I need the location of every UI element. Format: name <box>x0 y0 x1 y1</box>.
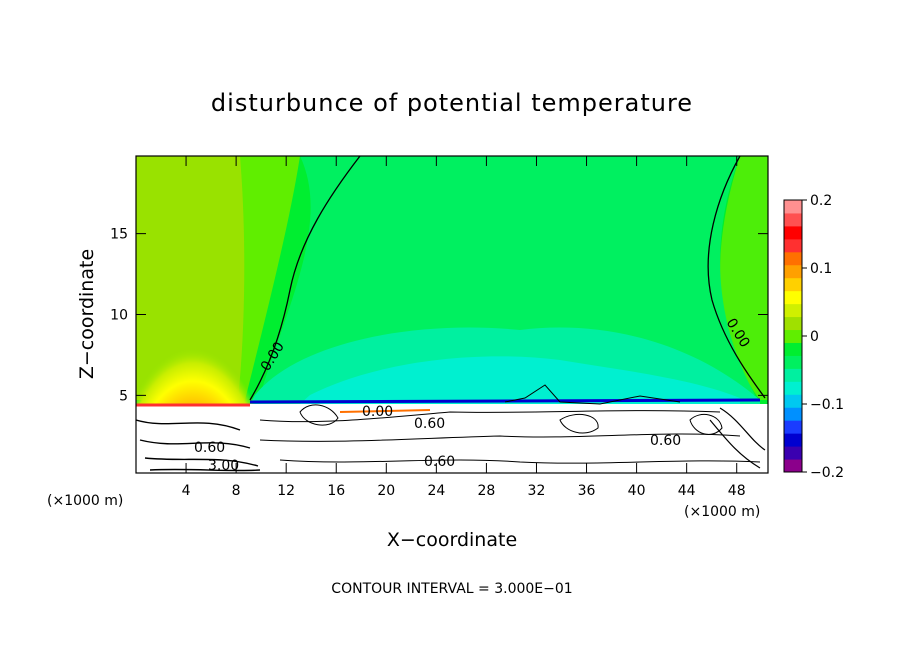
contour-right-cluster <box>709 407 766 469</box>
colorbar-swatch <box>784 459 802 473</box>
contour-zero-right <box>707 156 766 399</box>
colorbar-swatch <box>784 394 802 408</box>
colorbar-swatch <box>784 433 802 447</box>
contour-center-cells <box>299 404 723 435</box>
inversion-orange-line <box>339 409 431 413</box>
colorbar-swatch <box>784 264 802 279</box>
colorbar-swatch <box>784 329 802 343</box>
colorbar-swatch <box>784 381 802 395</box>
contour-label: 0.60 <box>194 440 225 456</box>
colorbar-swatch <box>784 342 802 356</box>
contour-zero-left <box>249 156 361 401</box>
colorbar-swatch <box>784 316 802 331</box>
colorbar-swatch <box>784 238 802 253</box>
colorbar <box>784 200 802 473</box>
peak-outline <box>504 384 681 405</box>
contour-lines <box>136 156 766 472</box>
plot-area: 0.00 0.00 0.00 0.60 0.60 0.60 3.00 0.60 <box>136 156 768 474</box>
colorbar-tick-label: −0.1 <box>810 397 844 413</box>
x-tick-label: 24 <box>427 483 445 499</box>
x-unit-label: (×1000 m) <box>684 504 760 520</box>
colorbar-swatch <box>784 303 802 318</box>
y-ticks: 5 10 15 <box>110 227 768 404</box>
y-tick-label: 15 <box>110 227 128 243</box>
contour-0.6-c <box>279 459 761 464</box>
colorbar-swatch <box>784 251 802 266</box>
x-tick-label: 32 <box>528 483 546 499</box>
colorbar-swatch <box>784 212 802 227</box>
colorbar-swatch <box>784 407 802 421</box>
inversion-blue-line <box>249 398 761 404</box>
z-unit-label: (×1000 m) <box>47 493 123 509</box>
colorbar-tick-label: 0.1 <box>810 261 832 277</box>
contour-interval-note: CONTOUR INTERVAL = 3.000E−01 <box>331 581 572 597</box>
colorbar-swatch <box>784 368 802 382</box>
colorbar-tick-label: 0 <box>810 329 819 345</box>
x-tick-label: 40 <box>628 483 646 499</box>
warm-anomaly <box>136 253 263 473</box>
x-tick-label: 20 <box>377 483 395 499</box>
chart-title: disturbunce of potential temperature <box>211 89 693 117</box>
x-tick-label: 36 <box>578 483 596 499</box>
contour-label: 0.00 <box>362 404 393 420</box>
x-tick-label: 44 <box>678 483 696 499</box>
y-axis-label: Z−coordinate <box>76 249 98 379</box>
contour-label: 0.60 <box>650 433 681 449</box>
colorbar-swatch <box>784 225 802 240</box>
y-tick-label: 10 <box>110 308 128 324</box>
y-tick-label: 5 <box>119 388 128 404</box>
x-tick-label: 12 <box>277 483 295 499</box>
colorbar-tick-label: 0.2 <box>810 193 832 209</box>
contour-0.6-b <box>259 433 741 442</box>
colorbar-swatch <box>784 355 802 369</box>
contour-0.6-a <box>259 410 721 423</box>
x-tick-label: 48 <box>728 483 746 499</box>
contour-left-cluster <box>136 419 261 472</box>
contour-label: 0.60 <box>414 416 445 432</box>
colorbar-ticks: 0.2 0.1 0 −0.1 −0.2 <box>802 193 844 481</box>
x-axis-label: X−coordinate <box>387 529 517 551</box>
colorbar-swatch <box>784 446 802 460</box>
colorbar-swatch <box>784 277 802 292</box>
field-region-right-green <box>720 156 768 400</box>
contour-label: 0.60 <box>424 454 455 470</box>
colorbar-swatch <box>784 290 802 305</box>
field-region-aqua <box>300 356 740 404</box>
x-tick-label: 16 <box>327 483 345 499</box>
x-tick-label: 28 <box>478 483 496 499</box>
colorbar-tick-label: −0.2 <box>810 465 844 481</box>
x-ticks: 4 8 12 16 20 24 28 32 36 40 44 48 <box>182 156 746 499</box>
x-tick-label: 4 <box>182 483 191 499</box>
colorbar-swatch <box>784 420 802 434</box>
contour-label: 3.00 <box>208 458 239 474</box>
colorbar-swatch <box>784 200 802 214</box>
x-tick-label: 8 <box>232 483 241 499</box>
